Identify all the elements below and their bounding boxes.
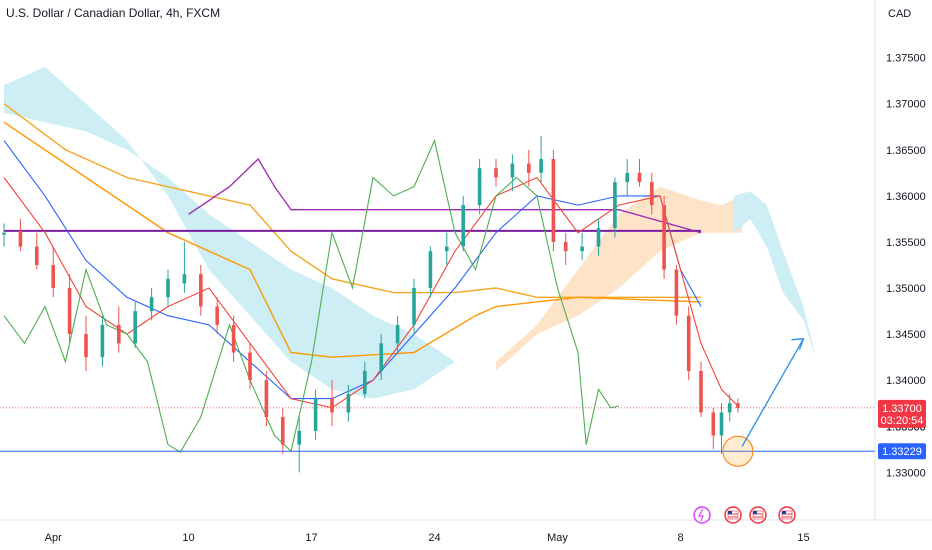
kijun-line-purple [188,157,702,234]
candle-body-30 [494,168,498,178]
candle-body-6 [100,324,105,358]
ichimoku-cloud-blue-future [733,191,816,358]
orange-level-line [3,103,701,298]
y-tick-label: 1.36500 [886,145,926,157]
candle-body-39 [625,172,629,183]
currency-label: CAD [888,8,911,20]
candle-body-7 [117,324,121,344]
candle-body-43 [674,269,679,316]
candle-body-29 [477,168,482,206]
candle-body-42 [662,205,666,270]
ichimoku-cloud-orange [496,186,742,371]
candle-body-41 [650,182,654,206]
candle-body-35 [563,241,568,252]
candle-body-19 [313,398,318,431]
y-tick-label: 1.34000 [886,375,926,387]
candle-body-14 [231,324,236,353]
base-line-orange [3,121,702,358]
candle-body-22 [363,370,367,395]
lightning-icon [693,506,711,524]
candle-body-21 [346,394,351,413]
candle-body-16 [264,380,269,418]
us-flag-body-icon [752,510,764,520]
candle-body-3 [51,265,55,289]
candle-body-9 [149,297,154,312]
candle-body-4 [67,288,72,335]
candle-body-0 [2,232,6,235]
candle-body-17 [281,417,285,445]
y-tick-label: 1.37500 [886,53,926,65]
projection-arrow-line [741,338,805,447]
us-flag-body-icon [727,510,739,520]
candle-body-13 [215,306,219,325]
x-tick-label: May [547,532,568,544]
candle-body-18 [297,430,301,445]
candle-body-11 [182,274,187,284]
x-tick-label: Apr [45,532,62,544]
candle-body-33 [539,159,543,173]
candle-body-28 [461,205,465,247]
candle-body-27 [445,246,449,252]
candle-body-38 [613,182,617,229]
us-flag-canton-icon [728,511,732,514]
candle-body-36 [580,246,584,252]
x-tick-label: 8 [677,532,683,544]
candle-body-47 [719,412,724,436]
candle-body-8 [133,311,137,344]
candle-body-49 [736,403,740,408]
candle-body-45 [699,370,703,413]
time-axis: Apr 10 17 24 May 8 15 [45,532,810,544]
us-flag-canton-icon [782,511,786,514]
candle-body-46 [711,412,716,436]
y-tick-label: 1.34500 [886,329,926,341]
lagging-span-green [3,138,620,453]
x-tick-label: 24 [428,532,440,544]
candle-body-23 [379,343,383,371]
candle-body-5 [84,334,88,358]
x-tick-label: 15 [797,532,809,544]
y-tick-label: 1.37000 [886,99,926,111]
lightning-bolt-icon [697,508,704,522]
candlestick-series [2,135,740,473]
candle-body-25 [412,288,416,325]
current-price-value: 1.33700 [882,403,922,415]
candle-body-37 [596,228,601,247]
candle-body-20 [330,398,334,413]
x-tick-label: 10 [182,532,194,544]
candle-body-31 [510,163,515,178]
candle-body-1 [18,230,23,247]
countdown-value: 03:20:54 [881,415,924,427]
candle-body-12 [199,274,203,307]
price-levels [0,338,875,467]
current-price-badge [878,399,926,428]
y-tick-label: 1.35000 [886,283,926,295]
support-price-badge [878,443,926,460]
candle-body-2 [35,246,39,265]
y-tick-label: 1.36000 [886,191,926,203]
event-icons [693,506,796,524]
candle-body-44 [686,315,691,371]
support-price-value: 1.33229 [882,446,922,458]
ichimoku-cloud-blue [4,66,455,399]
candle-body-15 [248,352,252,381]
candle-body-10 [166,278,170,298]
y-tick-label: 1.33000 [886,467,926,479]
candle-body-32 [527,163,531,173]
chart-title: U.S. Dollar / Canadian Dollar, 4h, FXCM [6,6,220,20]
support-highlight-circle [722,435,754,467]
candle-body-24 [395,324,400,344]
x-tick-label: 17 [305,532,317,544]
us-flag-body-icon [781,510,793,520]
y-tick-label: 1.35500 [886,237,926,249]
candle-body-34 [551,159,556,242]
indicator-overlays [3,66,816,453]
candle-body-40 [637,172,642,183]
projection-arrow-head [791,338,805,350]
us-flag-canton-icon [753,511,757,514]
candle-body-26 [428,251,433,289]
